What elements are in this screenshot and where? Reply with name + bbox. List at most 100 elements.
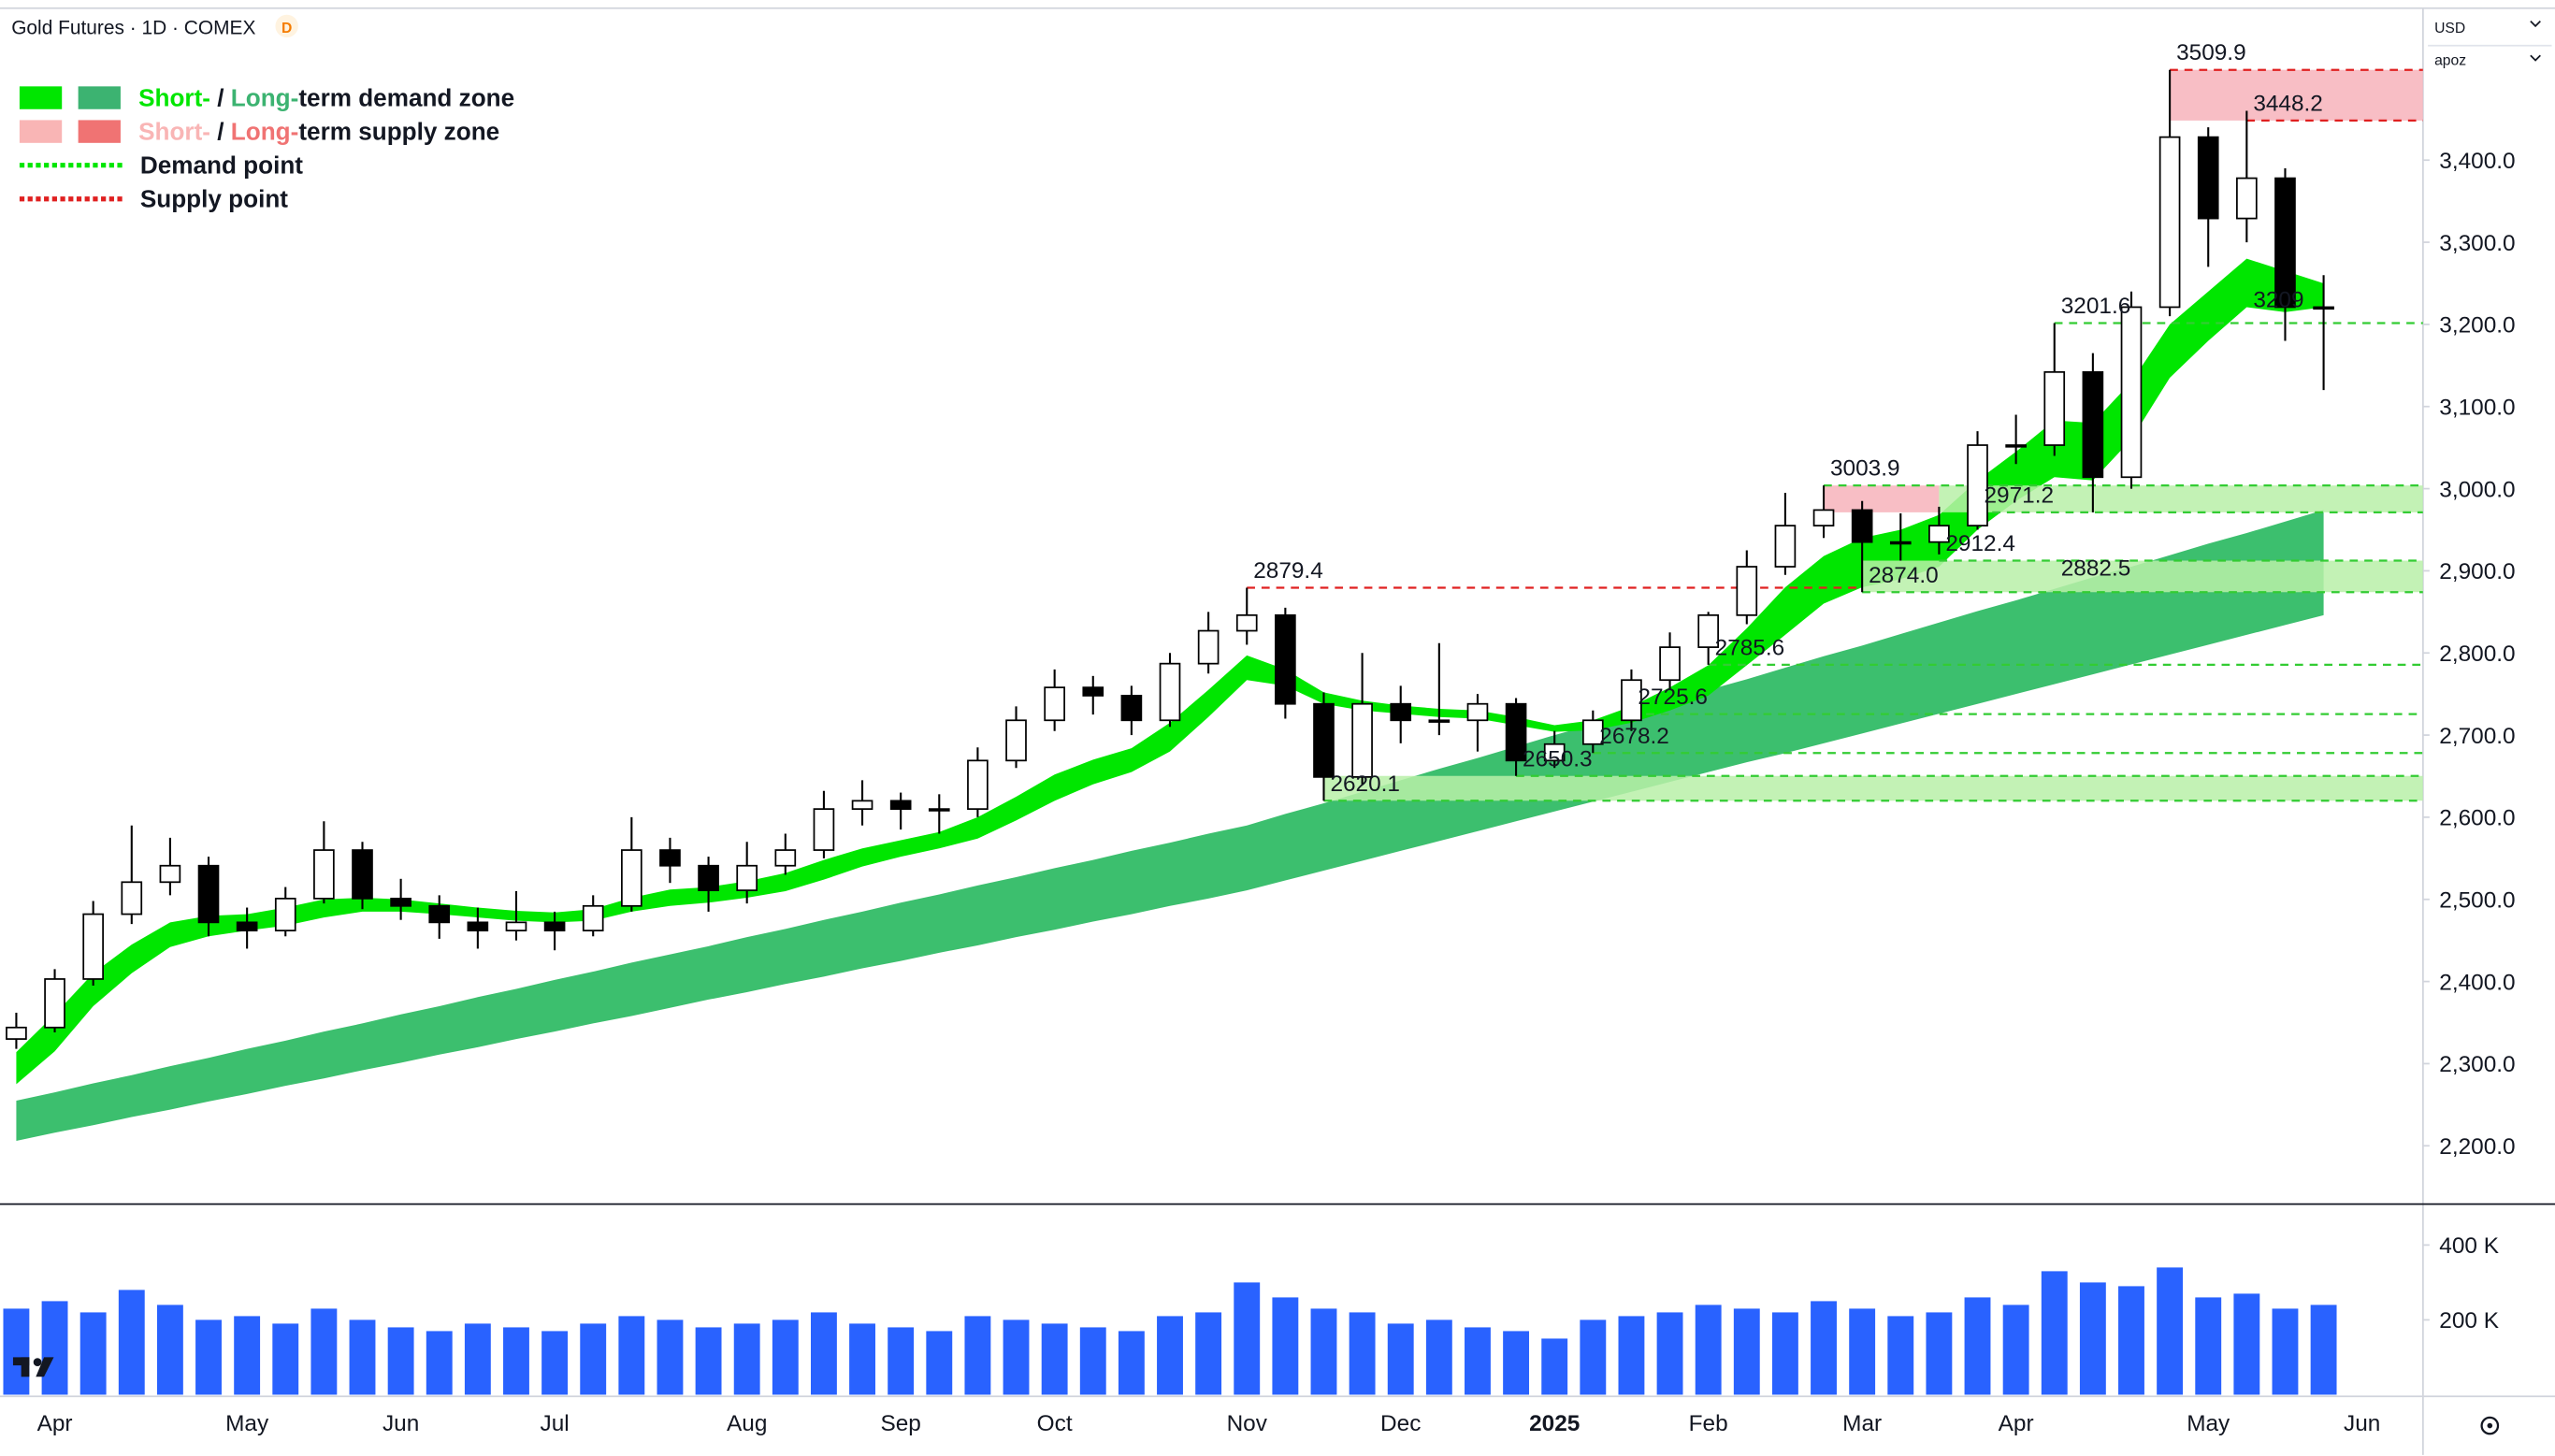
- candle-body: [621, 849, 642, 907]
- volume-bar: [2272, 1308, 2299, 1395]
- candle-body: [1851, 509, 1873, 543]
- currency-selector[interactable]: USD: [2434, 21, 2465, 36]
- volume-bar: [1157, 1316, 1183, 1395]
- level-label: 2725.6: [1638, 685, 1708, 710]
- candle-body: [1774, 525, 1797, 568]
- level-label: 2785.6: [1715, 635, 1785, 660]
- candle-body: [967, 759, 989, 811]
- volume-bar: [1041, 1323, 1068, 1395]
- candle-body: [2274, 177, 2296, 309]
- volume-bar: [2157, 1267, 2184, 1395]
- candle-body: [1581, 719, 1604, 745]
- volume-bar: [1964, 1297, 1991, 1395]
- y-tick-label: 2,900.0: [2439, 559, 2515, 584]
- candle-body: [1736, 566, 1758, 616]
- x-tick-label: Jun: [383, 1411, 419, 1436]
- logo-part: [36, 1357, 54, 1377]
- y-tick-label: 3,200.0: [2439, 313, 2515, 339]
- level-label: 2882.5: [2061, 555, 2131, 581]
- candle-body: [1390, 702, 1412, 722]
- volume-bar: [695, 1327, 722, 1395]
- volume-bar: [1349, 1312, 1376, 1395]
- gear[interactable]: [2480, 1416, 2500, 1435]
- zone: [1862, 560, 2423, 593]
- x-tick-label: Dec: [1380, 1411, 1421, 1436]
- legend-text: term supply zone: [298, 117, 499, 145]
- volume-bar: [1695, 1305, 1722, 1395]
- volume-bar: [580, 1323, 607, 1395]
- x-tick-label: May: [225, 1411, 269, 1436]
- candle-body: [2236, 177, 2258, 220]
- legend-short: Short-: [138, 83, 210, 111]
- candle-body: [2005, 444, 2027, 448]
- y-tick-label: 2,700.0: [2439, 724, 2515, 749]
- legend-label: Demand point: [140, 151, 303, 179]
- candle-body: [1044, 686, 1065, 722]
- y-tick-label: 2,300.0: [2439, 1052, 2515, 1077]
- logo-part: [21, 1357, 30, 1377]
- x-tick-label: Jul: [541, 1411, 570, 1436]
- candle-body: [2043, 370, 2066, 446]
- settings-button[interactable]: [2480, 1416, 2500, 1435]
- volume-bar: [1926, 1312, 1953, 1395]
- candle-body: [1120, 695, 1143, 722]
- candle-body: [1697, 613, 1720, 648]
- candle-body: [582, 904, 604, 932]
- volume-bar: [541, 1331, 569, 1395]
- x-tick-label: 2025: [1529, 1411, 1580, 1436]
- volume-bar: [3, 1308, 30, 1395]
- level-label: 3509.9: [2176, 40, 2246, 65]
- ma-band: [16, 510, 2324, 1141]
- candle-body: [352, 849, 373, 900]
- volume-bar: [1771, 1312, 1798, 1395]
- legend-label: Supply point: [140, 184, 288, 212]
- x-tick-label: Aug: [727, 1411, 767, 1436]
- candle-body: [467, 921, 489, 932]
- volume-tick-label: 200 K: [2439, 1308, 2499, 1333]
- level-label: 3448.2: [2253, 91, 2323, 116]
- volume-bar: [1234, 1282, 1261, 1395]
- volume-bar: [964, 1316, 991, 1395]
- x-tick-label: Apr: [1999, 1411, 2034, 1436]
- indicator-selector[interactable]: apoz: [2434, 53, 2466, 69]
- volume-bar: [1580, 1319, 1607, 1395]
- legend-short: Short-: [138, 117, 210, 145]
- candle-body: [889, 800, 912, 811]
- candle-body: [1543, 742, 1566, 762]
- volume-bar: [772, 1319, 799, 1395]
- level-label: 2650.3: [1523, 746, 1593, 771]
- x-tick-label: Nov: [1227, 1411, 1268, 1436]
- y-tick-label: 3,000.0: [2439, 477, 2515, 502]
- candle-body: [390, 898, 411, 907]
- volume-bar: [1272, 1297, 1299, 1395]
- candle-body: [1889, 541, 1912, 545]
- volume-bar: [1811, 1301, 1837, 1395]
- volume-bar: [1618, 1316, 1645, 1395]
- volume-bar: [118, 1290, 145, 1395]
- chevron: [2530, 54, 2541, 62]
- candle-body: [2197, 136, 2219, 220]
- volume-bar: [1310, 1308, 1337, 1395]
- volume-bar: [464, 1323, 491, 1395]
- level-label: 2971.2: [1984, 483, 2054, 508]
- volume-bar: [1849, 1308, 1876, 1395]
- logo-part: [12, 1357, 30, 1366]
- candle-body: [2158, 136, 2181, 309]
- volume-bar: [349, 1319, 376, 1395]
- legend-swatch: [78, 86, 121, 109]
- volume-bar: [310, 1308, 338, 1395]
- level-label: 2678.2: [1599, 724, 1669, 749]
- legend-swatch: [19, 120, 63, 143]
- volume-bar: [926, 1331, 953, 1395]
- candle-body: [851, 800, 873, 811]
- volume-bar: [387, 1327, 414, 1395]
- volume-bar: [1887, 1316, 1914, 1395]
- candle-body: [543, 921, 566, 932]
- legend-long: Long-: [231, 117, 299, 145]
- volume-bar: [810, 1312, 837, 1395]
- x-tick-label: Sep: [880, 1411, 920, 1436]
- volume-bar: [195, 1319, 222, 1395]
- volume-pane: [3, 1267, 2337, 1395]
